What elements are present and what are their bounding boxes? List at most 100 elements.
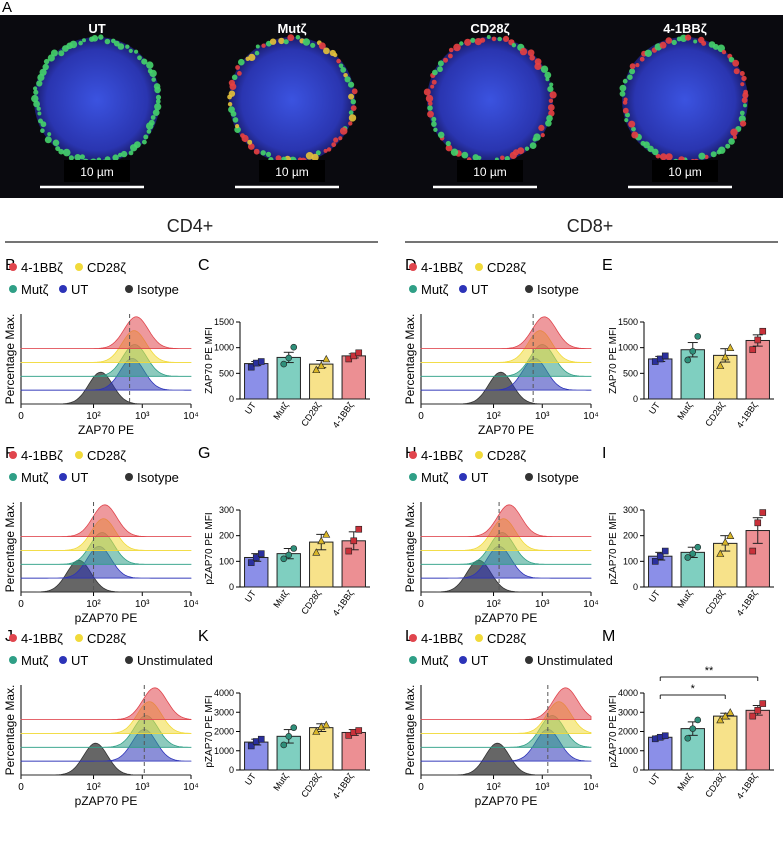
- cell-2-nucleus: [229, 37, 355, 163]
- membrane-dot: [143, 134, 149, 140]
- histogram-series: [420, 316, 592, 350]
- x-tick-label: 0: [18, 411, 24, 422]
- membrane-dot: [659, 153, 667, 161]
- membrane-dot: [265, 151, 272, 157]
- legend-label: Isotype: [137, 470, 179, 485]
- membrane-dot: [635, 63, 640, 68]
- membrane-dot: [480, 37, 486, 43]
- membrane-dot: [255, 44, 260, 49]
- legend-marker: [75, 263, 83, 271]
- x-tick-label: 10⁴: [183, 411, 198, 422]
- membrane-dot: [432, 69, 438, 76]
- membrane-dot: [339, 127, 348, 135]
- y-tick-label: 100: [623, 556, 638, 566]
- membrane-dot: [47, 132, 52, 137]
- panel-letter: J: [5, 628, 13, 645]
- data-point: [285, 733, 293, 740]
- y-tick-label: 1000: [214, 746, 234, 756]
- cell-3-membrane: [423, 35, 557, 166]
- legend-marker: [409, 285, 417, 293]
- data-point: [749, 712, 757, 720]
- histogram-series: [20, 330, 192, 363]
- category-label: UT: [647, 771, 662, 787]
- membrane-dot: [647, 145, 654, 152]
- legend-marker: [475, 263, 483, 271]
- legend-marker: [125, 656, 133, 664]
- histogram-series: [420, 687, 592, 721]
- data-point: [257, 358, 265, 365]
- data-point: [290, 724, 298, 731]
- membrane-dot: [437, 60, 444, 67]
- y-tick-label: 1000: [618, 746, 638, 756]
- membrane-dot: [534, 62, 542, 70]
- legend-label: CD28ζ: [487, 631, 526, 646]
- membrane-dot: [33, 86, 38, 91]
- legend-label: UT: [71, 470, 88, 485]
- membrane-dot: [260, 150, 266, 156]
- histogram-series: [421, 559, 591, 593]
- x-tick-label: 10⁴: [583, 782, 598, 793]
- panel-a-letter: A: [2, 0, 12, 16]
- membrane-dot: [238, 58, 245, 66]
- legend-marker: [125, 473, 133, 481]
- y-tick-label: 0: [229, 394, 234, 404]
- data-point: [252, 554, 260, 561]
- membrane-dot: [318, 42, 326, 50]
- membrane-dot: [629, 68, 636, 75]
- legend-label: CD28ζ: [487, 260, 526, 275]
- data-point: [651, 558, 659, 565]
- category-label: CD28ζ: [703, 771, 727, 799]
- membrane-dot: [431, 121, 437, 127]
- category-label: 4-1BBζ: [331, 771, 356, 801]
- membrane-dot: [549, 91, 557, 99]
- data-point: [721, 711, 730, 720]
- membrane-dot: [545, 77, 550, 82]
- membrane-dot: [622, 107, 629, 114]
- data-point: [716, 715, 725, 724]
- y-axis-label: pZAP70 PE MFI: [608, 512, 619, 584]
- category-label: UT: [647, 588, 662, 604]
- membrane-dot: [50, 49, 58, 57]
- section-headers: CD4+ CD8+: [5, 216, 778, 243]
- membrane-dot: [425, 94, 434, 103]
- membrane-dot: [450, 148, 459, 156]
- membrane-dot: [323, 47, 330, 55]
- membrane-dot: [283, 39, 289, 45]
- y-axis-label: pZAP70 PE MFI: [204, 695, 215, 767]
- membrane-dot: [315, 150, 321, 156]
- legend-label: Unstimulated: [537, 653, 613, 668]
- membrane-dot: [693, 39, 698, 44]
- membrane-dot: [336, 58, 341, 64]
- membrane-dot: [287, 34, 295, 42]
- membrane-dot: [545, 120, 552, 127]
- cell-label: Mutζ: [277, 21, 306, 36]
- membrane-dot: [146, 61, 154, 69]
- membrane-dot: [333, 137, 339, 143]
- y-tick-label: 500: [219, 368, 234, 378]
- data-point: [759, 509, 767, 516]
- membrane-dot: [437, 131, 445, 139]
- histogram-series: [420, 504, 592, 538]
- scale-label-box: [457, 160, 523, 182]
- x-tick-label: 10⁴: [583, 599, 598, 610]
- data-point: [345, 547, 353, 555]
- x-tick-label: 10²: [86, 782, 101, 793]
- membrane-dot: [91, 35, 99, 42]
- data-point: [312, 727, 321, 735]
- x-tick-label: 10²: [486, 782, 501, 793]
- category-label: UT: [243, 400, 258, 416]
- data-point: [684, 554, 692, 561]
- legend-marker: [409, 656, 417, 664]
- membrane-dot: [350, 99, 356, 105]
- membrane-dot: [725, 143, 731, 149]
- membrane-dot: [117, 152, 123, 158]
- membrane-dot: [631, 126, 636, 132]
- data-point: [749, 346, 757, 354]
- panel-letter: C: [198, 257, 210, 274]
- data-point: [656, 552, 664, 560]
- x-axis-label: pZAP70 PE: [75, 794, 138, 808]
- x-tick-label: 10⁴: [183, 782, 198, 793]
- category-label: Mutζ: [271, 400, 290, 421]
